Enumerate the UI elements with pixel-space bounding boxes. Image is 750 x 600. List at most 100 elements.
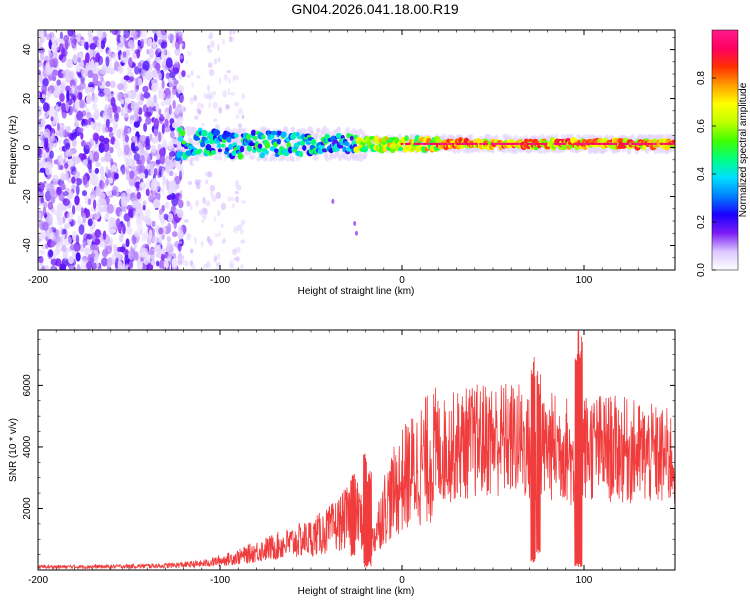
heatmap-cell	[226, 69, 232, 74]
heatmap-cell	[236, 255, 240, 263]
heatmap-cell	[93, 151, 100, 163]
heatmap-cell	[232, 248, 237, 256]
heatmap-cell	[56, 122, 60, 131]
spectrogram-y-label: Frequency (Hz)	[8, 116, 19, 185]
heatmap-cell	[46, 209, 51, 217]
heatmap-cell	[152, 136, 159, 144]
heatmap-cell	[43, 30, 47, 38]
heatmap-cell	[44, 141, 49, 150]
heatmap-cell	[38, 212, 42, 219]
heatmap-cell	[74, 195, 80, 206]
colorbar-tick-label: 0.2	[696, 215, 707, 229]
heatmap-cell	[195, 199, 200, 207]
heatmap-cell	[60, 174, 67, 181]
heatmap-cell	[165, 163, 170, 174]
heatmap-cell	[80, 140, 86, 147]
heatmap-cell	[61, 244, 67, 252]
heatmap-cell	[227, 88, 231, 96]
heatmap-cell	[76, 110, 84, 121]
heatmap-cell	[171, 86, 178, 96]
heatmap-cell	[136, 203, 144, 214]
heatmap-cell	[516, 142, 521, 145]
heatmap-cell	[407, 142, 411, 145]
heatmap-cell	[120, 196, 128, 207]
heatmap-cell	[205, 179, 209, 185]
heatmap-cell	[171, 122, 178, 129]
heatmap-cell	[110, 158, 114, 166]
heatmap-cell	[89, 225, 93, 236]
heatmap-cell	[191, 263, 196, 270]
heatmap-cell	[468, 133, 474, 139]
heatmap-cell	[178, 240, 183, 245]
heatmap-cell	[426, 142, 430, 145]
heatmap-cell	[78, 99, 86, 109]
heatmap-cell	[45, 33, 53, 41]
heatmap-cell	[153, 127, 159, 137]
heatmap-cell	[231, 196, 236, 202]
heatmap-cell	[209, 40, 215, 48]
heatmap-cell	[125, 165, 130, 176]
heatmap-cell	[168, 151, 173, 161]
heatmap-cell	[89, 213, 94, 219]
heatmap-cell	[127, 39, 135, 49]
heatmap-cell	[92, 102, 98, 111]
heatmap-cell	[212, 90, 217, 96]
snr-x-tick-label: -200	[28, 575, 48, 586]
heatmap-cell	[134, 81, 140, 93]
heatmap-cell	[95, 81, 102, 87]
heatmap-cell	[86, 261, 93, 270]
heatmap-cell	[66, 190, 74, 200]
heatmap-cell	[90, 193, 96, 201]
heatmap-cell	[205, 200, 211, 207]
heatmap-cell	[183, 219, 189, 223]
heatmap-cell	[215, 191, 222, 200]
heatmap-cell	[117, 223, 122, 233]
heatmap-cell	[98, 192, 106, 201]
heatmap-cell	[50, 265, 57, 270]
heatmap-cell	[179, 55, 184, 60]
heatmap-cell	[160, 101, 166, 107]
heatmap-cell	[166, 241, 171, 251]
heatmap-cell	[65, 125, 71, 133]
heatmap-cell	[234, 102, 239, 107]
heatmap-cell	[62, 249, 68, 261]
heatmap-cell	[38, 255, 44, 264]
heatmap-cell	[57, 220, 64, 226]
heatmap-cell	[442, 133, 447, 139]
heatmap-cell	[96, 39, 102, 49]
heatmap-cell	[147, 37, 153, 46]
heatmap-cell	[72, 30, 76, 38]
heatmap-cell	[49, 187, 56, 197]
heatmap-cell	[81, 67, 88, 79]
heatmap-cell	[38, 146, 42, 157]
heatmap-cell	[165, 57, 173, 69]
heatmap-cell	[186, 74, 191, 79]
heatmap-cell	[92, 93, 98, 104]
heatmap-cell	[230, 91, 236, 96]
heatmap-cell	[92, 132, 100, 142]
heatmap-cell	[107, 49, 112, 58]
heatmap-cell	[512, 142, 516, 145]
heatmap-cell	[100, 75, 104, 82]
heatmap-cell	[139, 145, 145, 155]
heatmap-cell	[134, 66, 140, 75]
heatmap-cell	[158, 248, 163, 255]
heatmap-cell	[211, 194, 217, 202]
colorbar-ticks: 0.0 0.2 0.4 0.6 0.8	[696, 71, 716, 277]
snr-frame	[37, 329, 676, 571]
snr-x-tick-label: -100	[210, 575, 230, 586]
heatmap-cell	[90, 121, 95, 129]
heatmap-cell	[209, 185, 216, 192]
heatmap-cell	[48, 249, 54, 258]
heatmap-cell	[71, 138, 77, 148]
heatmap-cell	[140, 30, 147, 39]
heatmap-outlier	[353, 220, 357, 226]
heatmap-cell	[207, 48, 213, 53]
heatmap-cell	[217, 56, 221, 63]
heatmap-cell	[73, 121, 79, 128]
heatmap-cell	[119, 211, 123, 218]
heatmap-cell	[336, 126, 341, 132]
heatmap-cell	[104, 95, 109, 102]
heatmap-cell	[292, 132, 297, 139]
